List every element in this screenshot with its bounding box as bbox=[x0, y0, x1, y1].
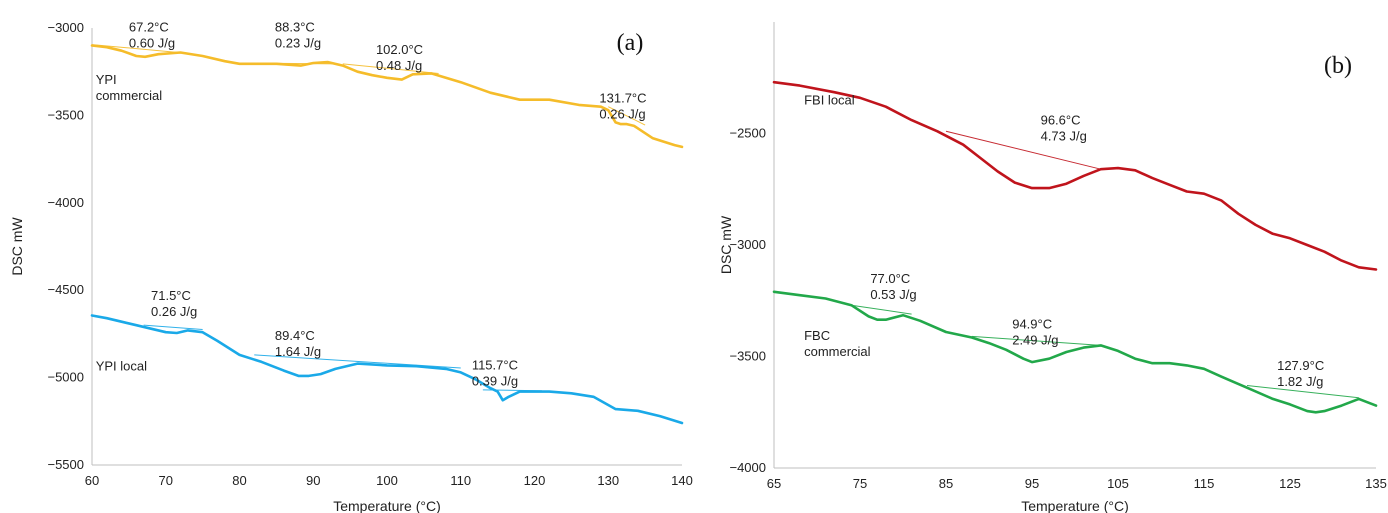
y-tick-label: −5000 bbox=[47, 370, 84, 385]
y-tick-label: −3500 bbox=[729, 349, 766, 364]
peak-temperature-label: 77.0°C bbox=[870, 271, 910, 286]
integration-baseline bbox=[254, 354, 461, 369]
peak-enthalpy-label: 2.49 J/g bbox=[1012, 333, 1058, 348]
peak-temperature-label: 94.9°C bbox=[1012, 317, 1052, 332]
peak-enthalpy-label: 0.23 J/g bbox=[275, 35, 321, 50]
chart-panel-a: 60 70 80 90 100 110 120 130 140 −5500 −5000 −4500 −4… bbox=[9, 19, 693, 513]
peak-temperature-label: 88.3°C bbox=[275, 19, 315, 34]
peak-enthalpy-label: 0.26 J/g bbox=[151, 304, 197, 319]
series-label-line: commercial bbox=[96, 88, 163, 103]
y-tick-label: −3500 bbox=[47, 107, 84, 122]
integration-baseline bbox=[971, 335, 1101, 346]
peak-enthalpy-label: 0.39 J/g bbox=[472, 374, 518, 389]
panel-label: (a) bbox=[617, 30, 644, 56]
y-tick-label: −4500 bbox=[47, 282, 84, 297]
y-tick-label: −4000 bbox=[729, 460, 766, 475]
x-tick-label: 85 bbox=[939, 476, 953, 491]
series-line bbox=[90, 314, 684, 425]
peak-enthalpy-label: 4.73 J/g bbox=[1041, 129, 1087, 144]
peak-temperature-label: 96.6°C bbox=[1041, 113, 1081, 128]
peak-temperature-label: 71.5°C bbox=[151, 288, 191, 303]
integration-baseline bbox=[342, 63, 439, 74]
x-tick-label: 110 bbox=[450, 473, 471, 488]
x-tick-label: 130 bbox=[597, 473, 619, 488]
x-tick-label: 75 bbox=[853, 476, 867, 491]
integration-baseline bbox=[239, 62, 336, 65]
x-axis-label: Temperature (°C) bbox=[333, 498, 441, 513]
y-axis-label: DSC mW bbox=[9, 217, 25, 276]
integration-baseline bbox=[945, 130, 1101, 170]
peak-enthalpy-label: 0.60 J/g bbox=[129, 35, 175, 50]
peak-temperature-label: 89.4°C bbox=[275, 328, 315, 343]
integration-baseline bbox=[91, 44, 188, 54]
y-tick-label: −3000 bbox=[47, 20, 84, 35]
x-tick-label: 105 bbox=[1107, 476, 1129, 491]
series-label-line: YPI bbox=[96, 72, 117, 87]
peak-temperature-label: 102.0°C bbox=[376, 42, 423, 57]
x-tick-label: 120 bbox=[524, 473, 546, 488]
x-tick-label: 65 bbox=[767, 476, 781, 491]
x-tick-label: 115 bbox=[1194, 476, 1215, 491]
peak-enthalpy-label: 0.48 J/g bbox=[376, 58, 422, 73]
x-tick-label: 80 bbox=[232, 473, 246, 488]
x-tick-label: 70 bbox=[159, 473, 173, 488]
chart-panel-b: 65 75 85 95 105 115 125 135 −4000 −3500 −3000 −2500… bbox=[718, 22, 1387, 513]
x-tick-label: 125 bbox=[1279, 476, 1301, 491]
y-tick-label: −5500 bbox=[47, 457, 84, 472]
series-label: FBI local bbox=[804, 93, 855, 108]
series-label: FBC commercial bbox=[804, 328, 871, 359]
peak-enthalpy-label: 0.53 J/g bbox=[870, 287, 916, 302]
x-tick-label: 60 bbox=[85, 473, 99, 488]
integration-baseline bbox=[1246, 384, 1359, 399]
series-label-line: FBC bbox=[804, 328, 830, 343]
y-tick-label: −3000 bbox=[729, 237, 766, 252]
peak-temperature-label: 67.2°C bbox=[129, 19, 169, 34]
y-axis-label: DSC mW bbox=[718, 215, 734, 274]
series-label: YPI commercial bbox=[96, 72, 163, 103]
peak-enthalpy-label: 1.64 J/g bbox=[275, 344, 321, 359]
x-tick-label: 90 bbox=[306, 473, 320, 488]
peak-temperature-label: 115.7°C bbox=[472, 358, 518, 373]
x-tick-label: 135 bbox=[1365, 476, 1387, 491]
peak-enthalpy-label: 0.26 J/g bbox=[599, 106, 645, 121]
integration-baseline bbox=[482, 389, 542, 392]
series-label: YPI local bbox=[96, 359, 147, 374]
x-axis-label: Temperature (°C) bbox=[1021, 498, 1129, 513]
series-line bbox=[772, 80, 1378, 271]
panel-label: (b) bbox=[1324, 53, 1352, 79]
x-tick-label: 95 bbox=[1025, 476, 1039, 491]
peak-enthalpy-label: 1.82 J/g bbox=[1277, 374, 1323, 389]
x-tick-label: 140 bbox=[671, 473, 693, 488]
peak-temperature-label: 127.9°C bbox=[1277, 358, 1324, 373]
integration-baseline bbox=[608, 106, 646, 126]
series-line bbox=[772, 290, 1378, 414]
integration-baseline bbox=[851, 304, 912, 315]
peak-temperature-label: 131.7°C bbox=[599, 90, 646, 105]
series-label-line: commercial bbox=[804, 344, 871, 359]
y-tick-label: −4000 bbox=[47, 195, 84, 210]
y-tick-label: −2500 bbox=[729, 126, 766, 141]
integration-baseline bbox=[143, 324, 203, 331]
x-tick-label: 100 bbox=[376, 473, 398, 488]
